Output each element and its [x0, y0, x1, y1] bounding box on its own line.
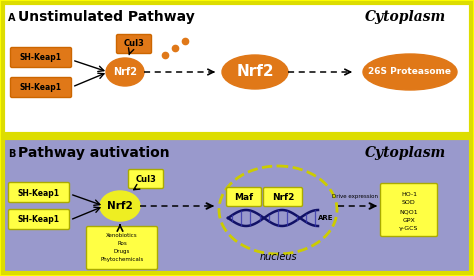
- FancyBboxPatch shape: [117, 34, 152, 54]
- Text: Drive expression: Drive expression: [332, 194, 378, 199]
- Text: Cytoplasm: Cytoplasm: [365, 10, 446, 24]
- Text: Pathway autivation: Pathway autivation: [18, 146, 170, 160]
- Text: Nrf2: Nrf2: [236, 65, 274, 79]
- Text: Cul3: Cul3: [136, 174, 156, 184]
- Text: HO-1: HO-1: [401, 192, 417, 197]
- Text: Unstimulated Pathway: Unstimulated Pathway: [18, 10, 195, 24]
- FancyBboxPatch shape: [381, 184, 438, 237]
- Ellipse shape: [106, 58, 144, 86]
- Text: Nrf2: Nrf2: [107, 201, 133, 211]
- FancyBboxPatch shape: [264, 187, 302, 206]
- Text: γ-GCS: γ-GCS: [399, 226, 419, 231]
- FancyBboxPatch shape: [227, 187, 262, 206]
- Text: A: A: [8, 13, 16, 23]
- Text: Cytoplasm: Cytoplasm: [365, 146, 446, 160]
- Text: Ros: Ros: [117, 241, 127, 246]
- Ellipse shape: [363, 54, 457, 90]
- Ellipse shape: [222, 55, 288, 89]
- Text: GPX: GPX: [402, 217, 415, 222]
- FancyBboxPatch shape: [9, 209, 70, 230]
- Ellipse shape: [100, 191, 140, 221]
- Text: SOD: SOD: [402, 200, 416, 206]
- Text: Xenobiotics: Xenobiotics: [106, 233, 138, 238]
- Text: Drugs: Drugs: [114, 249, 130, 254]
- Text: Nrf2: Nrf2: [113, 67, 137, 77]
- Text: Maf: Maf: [235, 192, 254, 201]
- Text: SH-Keap1: SH-Keap1: [18, 216, 60, 224]
- Text: ARE: ARE: [318, 215, 334, 221]
- FancyBboxPatch shape: [9, 182, 70, 203]
- FancyBboxPatch shape: [3, 3, 471, 134]
- FancyBboxPatch shape: [10, 78, 72, 97]
- FancyBboxPatch shape: [128, 169, 164, 189]
- Text: Cul3: Cul3: [124, 39, 145, 49]
- FancyBboxPatch shape: [86, 227, 157, 269]
- FancyBboxPatch shape: [3, 138, 471, 273]
- FancyBboxPatch shape: [10, 47, 72, 68]
- Text: 26S Proteasome: 26S Proteasome: [368, 68, 452, 76]
- Text: SH-Keap1: SH-Keap1: [18, 189, 60, 198]
- Text: nucleus: nucleus: [259, 252, 297, 262]
- Text: SH-Keap1: SH-Keap1: [20, 54, 62, 62]
- Text: Nrf2: Nrf2: [272, 192, 294, 201]
- Text: Phytochemicals: Phytochemicals: [100, 257, 144, 262]
- Text: NQO1: NQO1: [400, 209, 419, 214]
- Text: SH-Keap1: SH-Keap1: [20, 84, 62, 92]
- Text: B: B: [8, 149, 15, 159]
